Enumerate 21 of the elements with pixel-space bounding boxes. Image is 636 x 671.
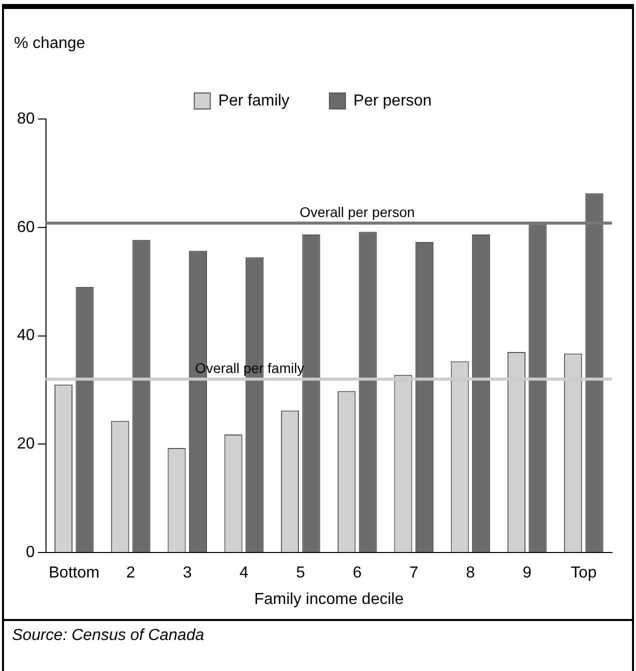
x-tick-label: 4 [240,564,249,582]
x-tick-label: 9 [522,564,532,582]
x-tick-label: 3 [182,564,192,582]
ref-line-label: Overall per person [300,204,415,220]
y-tick-label: 60 [17,218,35,236]
y-tick-label: 20 [17,436,35,453]
y-axis-title: % change [14,35,86,53]
x-tick-label: Top [570,564,597,582]
legend-label: Per family [218,92,290,110]
x-tick-label: 5 [296,564,306,582]
x-tick-label: 6 [352,564,362,582]
x-tick-label: 7 [409,564,418,582]
y-tick-label: 40 [17,327,35,344]
y-tick-label: 0 [26,544,35,562]
x-axis-title: Family income decile [254,590,404,608]
x-tick-label: 2 [126,564,136,582]
source-note: Source: Census of Canada [4,619,632,651]
y-tick-label: 80 [17,110,35,128]
x-tick-label: Bottom [48,564,100,582]
x-tick-label: 8 [466,564,475,582]
legend-label: Per person [353,92,432,110]
